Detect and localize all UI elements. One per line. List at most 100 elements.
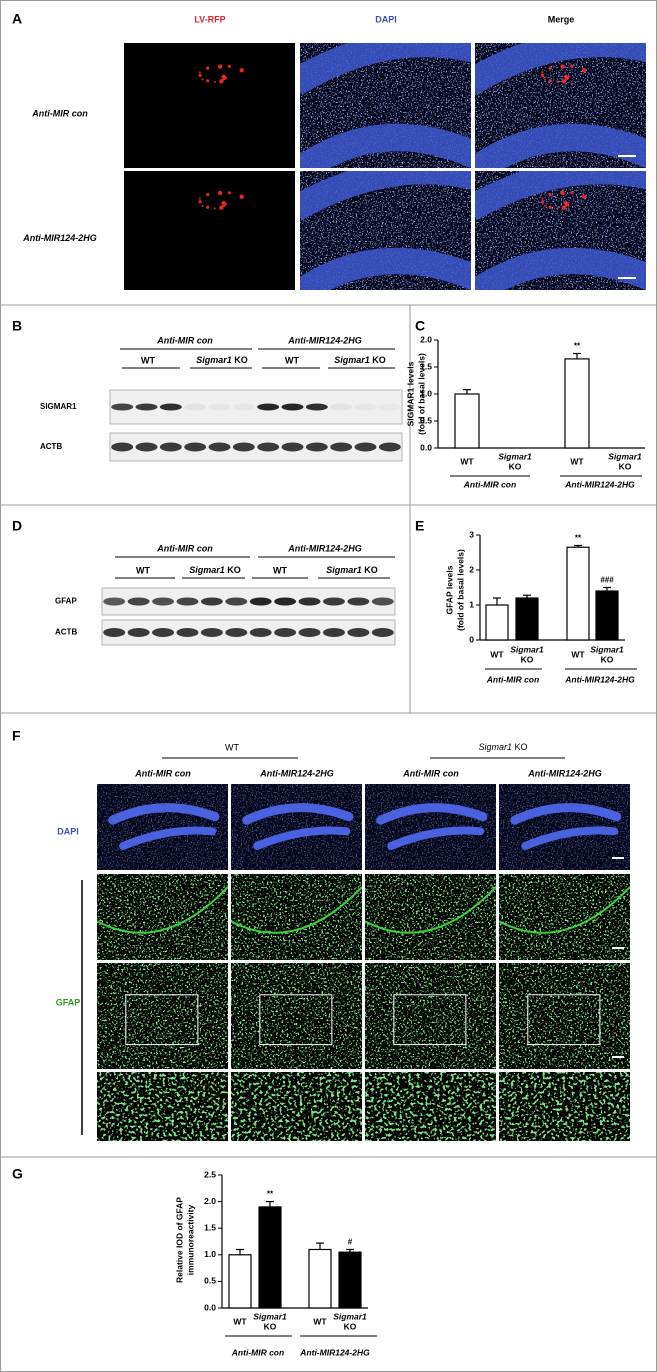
rfp-cell — [548, 66, 552, 70]
group-label: Anti-MIR con — [231, 1347, 284, 1357]
astro-border — [231, 886, 362, 934]
y-axis-label: immunoreactivity — [185, 1205, 195, 1276]
y-tick-label: 1.0 — [420, 388, 432, 398]
panel-label: E — [415, 518, 424, 534]
cell-layer — [475, 123, 646, 168]
blot-band — [208, 442, 231, 452]
panel-label: F — [12, 728, 21, 744]
cell-layer — [510, 803, 622, 825]
blot-membrane — [101, 619, 396, 646]
blot-band — [200, 597, 223, 606]
zoom-box — [527, 994, 601, 1046]
micrograph — [97, 1072, 228, 1141]
speckle — [365, 874, 496, 960]
y-tick-label: 0.0 — [420, 442, 432, 452]
blot-band — [152, 597, 175, 606]
blot-band — [103, 597, 126, 606]
blot-band — [257, 403, 280, 411]
micrograph — [499, 874, 630, 960]
x-tick-label: KO — [344, 1321, 357, 1331]
x-tick-label: Sigmar1 — [590, 644, 624, 654]
rfp-cell — [543, 204, 546, 207]
rfp-cell — [198, 197, 201, 200]
blot-band — [371, 628, 394, 637]
column-header: Anti-MIR124-2HG — [259, 768, 334, 778]
rfp-cell — [540, 200, 545, 204]
speckle — [231, 1072, 362, 1141]
blot-band — [281, 442, 304, 452]
blot-band — [347, 597, 370, 606]
blot-band — [330, 442, 353, 452]
speckle — [231, 874, 362, 960]
rfp-cell — [206, 205, 210, 209]
column-header: Merge — [548, 14, 575, 24]
micrograph — [97, 874, 228, 960]
bar — [515, 597, 539, 641]
significance-mark: ** — [574, 342, 581, 351]
blot-band — [305, 442, 328, 452]
blot-band — [249, 628, 272, 637]
rfp-cell — [227, 64, 231, 69]
cell-layer — [300, 247, 471, 290]
blot-band — [274, 628, 297, 637]
y-axis-label: (fold of basal levels) — [455, 549, 465, 631]
image-bg — [124, 171, 295, 290]
rfp-cell — [543, 78, 546, 81]
blot-band — [184, 403, 207, 411]
rfp-cell — [201, 78, 204, 81]
genotype-label: WT — [285, 355, 299, 365]
x-tick-label: KO — [521, 654, 534, 664]
cell-layer — [253, 826, 351, 850]
y-tick-label: 1.0 — [204, 1249, 216, 1259]
group-label: Anti-MIR con — [486, 674, 539, 684]
micrograph — [499, 784, 630, 870]
blot-band — [232, 442, 255, 452]
y-axis-label: SIGMAR1 levels — [405, 361, 415, 426]
bar — [454, 393, 480, 449]
rfp-cell — [548, 79, 552, 83]
rfp-cell — [548, 205, 552, 209]
y-tick-label: 2.0 — [420, 334, 432, 344]
column-header: LV-RFP — [194, 14, 225, 24]
micrograph — [97, 963, 228, 1069]
gene-suffix: KO — [227, 565, 241, 575]
y-tick-label: 2 — [469, 564, 474, 574]
x-tick-label: Sigmar1 — [498, 451, 532, 461]
y-tick-label: 0 — [469, 634, 474, 644]
micrograph — [499, 963, 630, 1069]
panel-label: D — [12, 518, 22, 534]
micrograph — [475, 43, 646, 168]
blot-band — [176, 628, 199, 637]
blot-band — [127, 628, 150, 637]
blot-band — [159, 403, 182, 411]
bar — [566, 546, 590, 641]
micrograph — [365, 784, 496, 870]
rfp-cell — [198, 73, 202, 77]
rfp-cell — [221, 74, 226, 78]
cell-layer — [387, 826, 485, 850]
blot-band — [135, 403, 158, 411]
blot-band — [281, 403, 304, 411]
bar — [258, 1206, 282, 1309]
blot-band — [274, 597, 297, 606]
rfp-cell — [219, 79, 224, 84]
rfp-cell — [556, 207, 559, 210]
column-header: Anti-MIR124-2HG — [527, 768, 602, 778]
blot-band — [200, 628, 223, 637]
genotype-label: Sigmar1 KO — [334, 355, 386, 365]
micrograph — [365, 874, 496, 960]
y-tick-label: 0.5 — [204, 1276, 216, 1286]
group-label: Anti-MIR124-2HG — [299, 1347, 370, 1357]
genotype-label: WT — [141, 355, 155, 365]
row-header: Anti-MIR124-2HG — [22, 233, 97, 243]
x-tick-label: KO — [601, 654, 614, 664]
blot-band — [176, 597, 199, 606]
rfp-cell — [198, 71, 201, 74]
rfp-cell — [217, 190, 223, 196]
rfp-cell — [548, 193, 552, 197]
y-tick-label: 1.5 — [420, 361, 432, 371]
zoom-box — [393, 994, 467, 1046]
rfp-cell — [564, 201, 568, 205]
x-tick-label: WT — [313, 1316, 327, 1326]
rfp-cell — [570, 64, 574, 69]
